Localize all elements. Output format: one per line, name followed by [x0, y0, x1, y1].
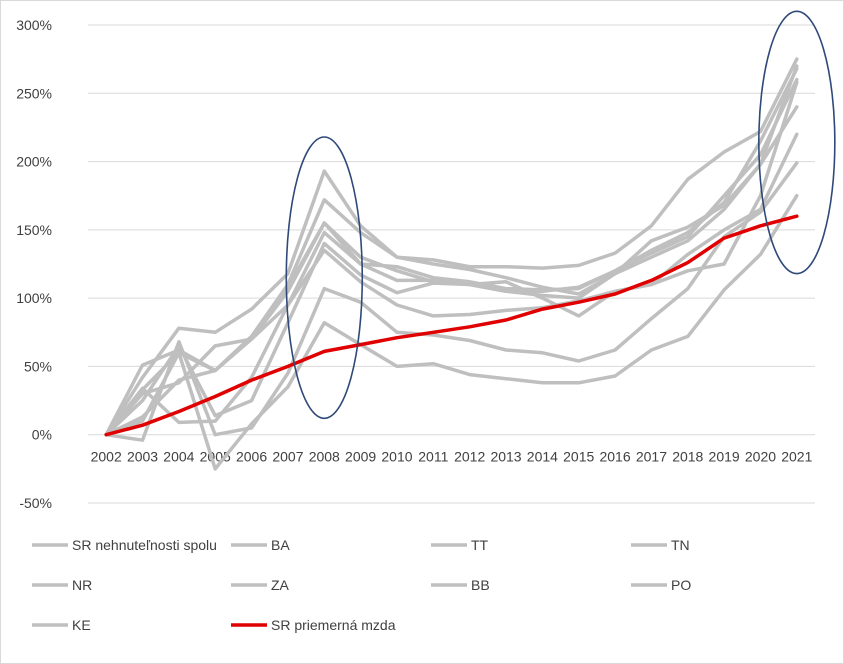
y-tick-label: 0% [32, 427, 52, 443]
legend-label: BA [271, 537, 290, 553]
x-tick-label: 2006 [236, 449, 267, 465]
x-tick-label: 2016 [599, 449, 630, 465]
x-tick-label: 2009 [345, 449, 376, 465]
y-tick-label: 150% [16, 222, 52, 238]
legend-label: SR nehnuteľnosti spolu [72, 537, 217, 553]
legend: SR nehnuteľnosti spolu BA TT TN NR ZA BB PO KE SR… [32, 537, 691, 633]
x-axis-ticks: 2002 2003 2004 2005 2006 2007 2008 2009 2010 2011… [91, 449, 813, 465]
annotations [285, 10, 836, 420]
x-tick-label: 2012 [454, 449, 485, 465]
legend-item-po: PO [631, 577, 691, 593]
x-tick-label: 2021 [781, 449, 812, 465]
legend-label: PO [671, 577, 691, 593]
x-tick-label: 2014 [527, 449, 558, 465]
series-line-za [104, 80, 799, 437]
y-tick-label: 50% [24, 358, 52, 374]
legend-item-nr: NR [32, 577, 92, 593]
x-tick-label: 2002 [91, 449, 122, 465]
x-tick-label: 2013 [490, 449, 521, 465]
legend-label: TN [671, 537, 690, 553]
x-tick-label: 2008 [309, 449, 340, 465]
y-tick-label: 250% [16, 85, 52, 101]
legend-label: ZA [271, 577, 290, 593]
series-line-tt [104, 105, 799, 437]
legend-label: KE [72, 617, 91, 633]
y-axis-ticks: -50% 0% 50% 100% 150% 200% 250% 300% [16, 17, 52, 511]
legend-item-tn: TN [631, 537, 690, 553]
legend-item-ke: KE [32, 617, 91, 633]
series-line-ke [104, 66, 799, 437]
legend-label: TT [471, 537, 489, 553]
x-tick-label: 2020 [745, 449, 776, 465]
legend-item-sr-nehnutelnosti-spolu: SR nehnuteľnosti spolu [32, 537, 217, 553]
x-tick-label: 2015 [563, 449, 594, 465]
highlight-ellipse-2021 [758, 10, 836, 275]
series-line-po [104, 193, 799, 471]
legend-label: NR [72, 577, 92, 593]
series-lines [104, 57, 799, 471]
legend-label: SR priemerná mzda [271, 617, 396, 633]
y-tick-label: 300% [16, 17, 52, 33]
legend-label: BB [471, 577, 490, 593]
y-tick-label: -50% [19, 495, 52, 511]
legend-item-za: ZA [231, 577, 290, 593]
legend-item-bb: BB [431, 577, 490, 593]
highlight-ellipse-2008 [285, 136, 364, 420]
x-tick-label: 2010 [381, 449, 412, 465]
x-tick-label: 2019 [709, 449, 740, 465]
x-tick-label: 2004 [163, 449, 194, 465]
legend-item-ba: BA [231, 537, 290, 553]
x-tick-label: 2011 [418, 449, 448, 465]
series-line-bb [104, 161, 799, 442]
y-tick-label: 100% [16, 290, 52, 306]
x-tick-label: 2018 [672, 449, 703, 465]
legend-item-sr-priemerna-mzda: SR priemerná mzda [231, 617, 396, 633]
series-line-sr-priemerna-mzda [104, 214, 799, 437]
y-tick-label: 200% [16, 154, 52, 170]
legend-item-tt: TT [431, 537, 489, 553]
x-tick-label: 2007 [272, 449, 303, 465]
x-tick-label: 2017 [636, 449, 667, 465]
x-tick-label: 2003 [127, 449, 158, 465]
